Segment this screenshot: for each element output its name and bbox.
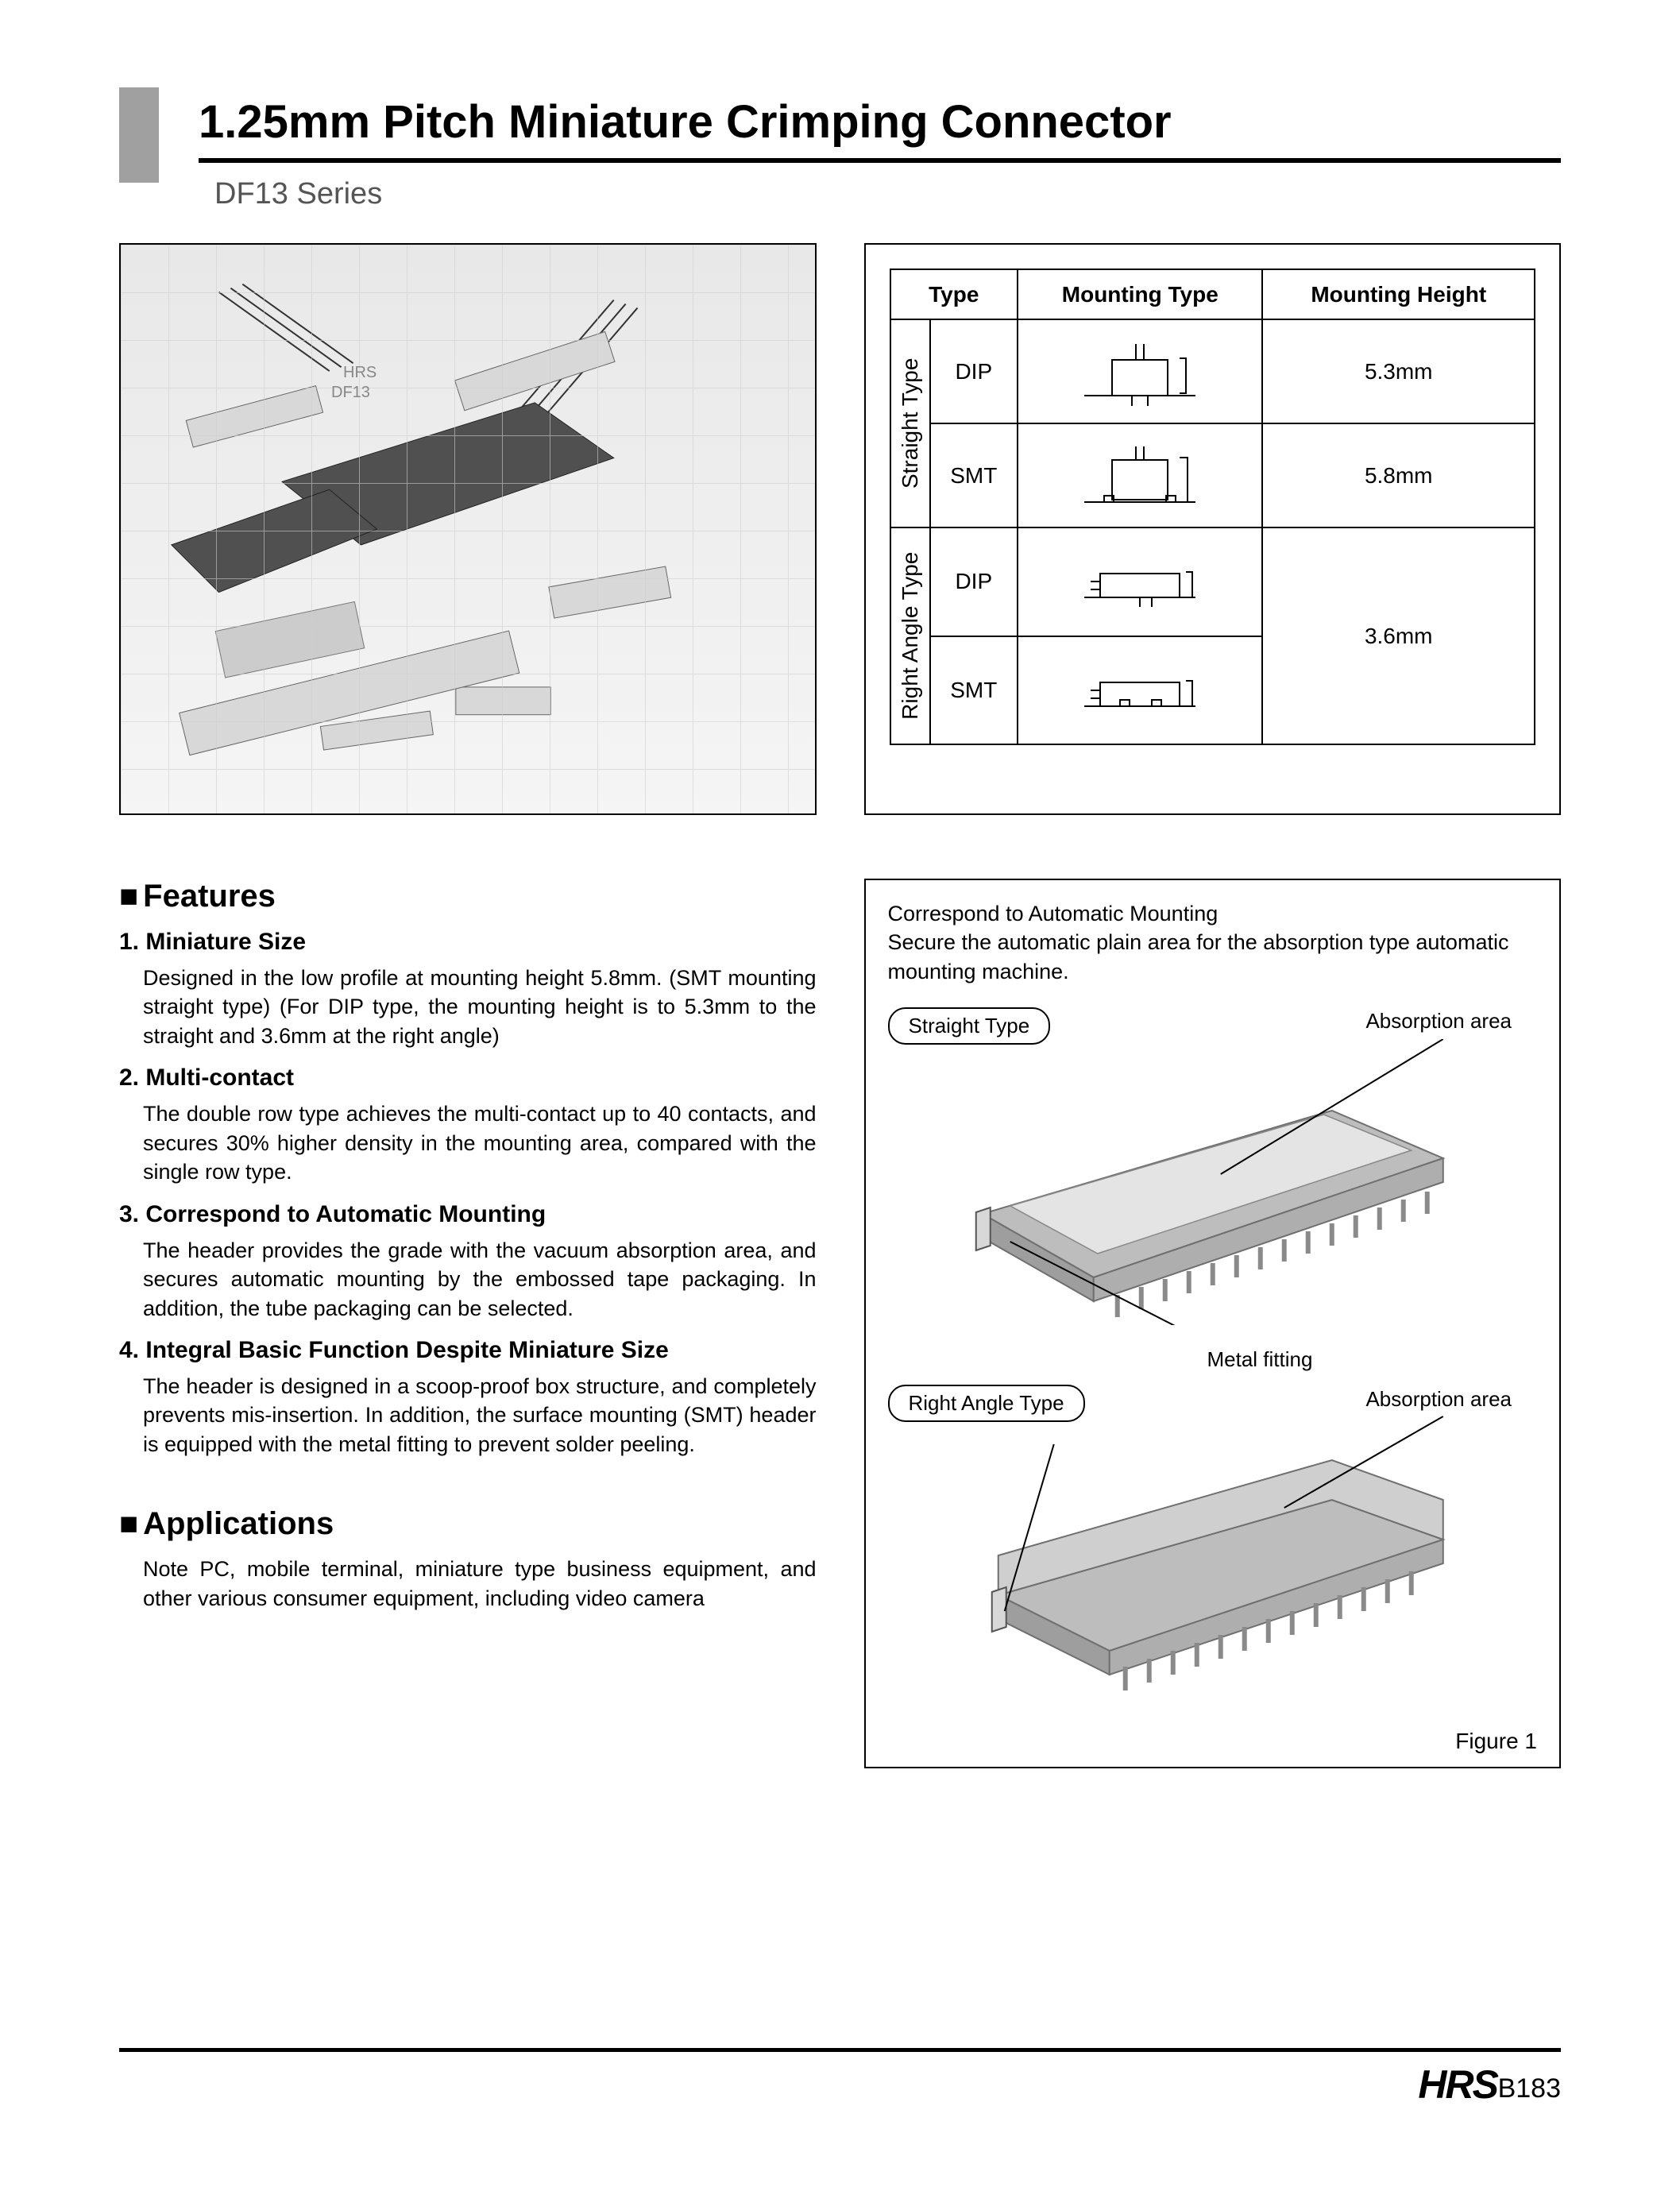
cell-type: SMT bbox=[930, 423, 1018, 527]
connector-right-angle-illustration bbox=[866, 1412, 1560, 1714]
feature-title-2: 2. Multi-contact bbox=[119, 1065, 817, 1092]
table-header-row: Type Mounting Type Mounting Height bbox=[890, 269, 1535, 319]
feature-body-1: Designed in the low profile at mounting … bbox=[143, 964, 817, 1050]
applications-heading: Applications bbox=[119, 1506, 817, 1542]
table-row: Right Angle Type DIP 3.6mm bbox=[890, 527, 1535, 636]
body-row: Features 1. Miniature Size Designed in t… bbox=[119, 847, 1561, 1768]
figure-caption: Figure 1 bbox=[1455, 1729, 1537, 1754]
series-label: DF13 Series bbox=[214, 177, 1561, 211]
th-mounting-type: Mounting Type bbox=[1018, 269, 1262, 319]
cell-diagram-ra-smt bbox=[1018, 636, 1262, 744]
figure-intro-line1: Correspond to Automatic Mounting bbox=[888, 902, 1218, 925]
product-photo-frame: HRS DF13 bbox=[119, 243, 817, 815]
footer-page-number: B183 bbox=[1498, 2073, 1561, 2104]
group-right-angle: Right Angle Type bbox=[890, 527, 930, 744]
diagram-icon bbox=[1076, 550, 1203, 613]
th-type: Type bbox=[890, 269, 1018, 319]
cell-height: 5.8mm bbox=[1262, 423, 1535, 527]
figure-1-box: Correspond to Automatic Mounting Secure … bbox=[864, 879, 1562, 1768]
text-column: Features 1. Miniature Size Designed in t… bbox=[119, 847, 817, 1768]
product-photo: HRS DF13 bbox=[119, 243, 817, 815]
diagram-icon bbox=[1076, 659, 1203, 722]
connector-straight-illustration bbox=[866, 1039, 1560, 1325]
cell-type: DIP bbox=[930, 319, 1018, 423]
group-straight: Straight Type bbox=[890, 319, 930, 527]
page-header: 1.25mm Pitch Miniature Crimping Connecto… bbox=[119, 95, 1561, 211]
diagram-icon bbox=[1076, 336, 1203, 408]
feature-title-1: 1. Miniature Size bbox=[119, 929, 817, 956]
cell-diagram-straight-smt bbox=[1018, 423, 1262, 527]
features-heading: Features bbox=[119, 879, 817, 914]
type-table-panel: Type Mounting Type Mounting Height Strai… bbox=[864, 243, 1562, 815]
photo-text-hrs: HRS bbox=[343, 364, 377, 382]
th-mounting-height: Mounting Height bbox=[1262, 269, 1535, 319]
figure-intro: Correspond to Automatic Mounting Secure … bbox=[888, 899, 1538, 986]
cell-diagram-ra-dip bbox=[1018, 527, 1262, 636]
footer-rule bbox=[119, 2048, 1561, 2052]
title-rule bbox=[199, 158, 1561, 163]
cell-type: DIP bbox=[930, 527, 1018, 636]
photo-text-df13: DF13 bbox=[331, 384, 370, 402]
figure-column: Correspond to Automatic Mounting Secure … bbox=[864, 847, 1562, 1768]
feature-title-3: 3. Correspond to Automatic Mounting bbox=[119, 1201, 817, 1228]
footer-logo: HRS bbox=[1418, 2061, 1497, 2108]
label-metal-fitting: Metal fitting bbox=[1207, 1347, 1313, 1372]
diagram-icon bbox=[1076, 440, 1203, 512]
page-title: 1.25mm Pitch Miniature Crimping Connecto… bbox=[199, 95, 1561, 158]
header-tab bbox=[119, 87, 159, 183]
label-absorption-2: Absorption area bbox=[1365, 1387, 1512, 1412]
label-absorption-1: Absorption area bbox=[1365, 1009, 1512, 1034]
feature-body-2: The double row type achieves the multi-c… bbox=[143, 1099, 817, 1186]
table-row: SMT 5.8mm bbox=[890, 423, 1535, 527]
feature-body-3: The header provides the grade with the v… bbox=[143, 1236, 817, 1323]
cell-diagram-straight-dip bbox=[1018, 319, 1262, 423]
type-table-frame: Type Mounting Type Mounting Height Strai… bbox=[864, 243, 1562, 815]
feature-body-4: The header is designed in a scoop-proof … bbox=[143, 1372, 817, 1459]
feature-title-4: 4. Integral Basic Function Despite Minia… bbox=[119, 1337, 817, 1364]
photo-grid-background bbox=[121, 245, 815, 813]
top-row: HRS DF13 Type Mounting Type Mounting Hei… bbox=[119, 243, 1561, 815]
cell-height-merged: 3.6mm bbox=[1262, 527, 1535, 744]
cell-height: 5.3mm bbox=[1262, 319, 1535, 423]
applications-body: Note PC, mobile terminal, miniature type… bbox=[143, 1555, 817, 1613]
type-table: Type Mounting Type Mounting Height Strai… bbox=[890, 269, 1536, 745]
cell-type: SMT bbox=[930, 636, 1018, 744]
table-row: Straight Type DIP 5.3mm bbox=[890, 319, 1535, 423]
figure-intro-line2: Secure the automatic plain area for the … bbox=[888, 930, 1509, 983]
